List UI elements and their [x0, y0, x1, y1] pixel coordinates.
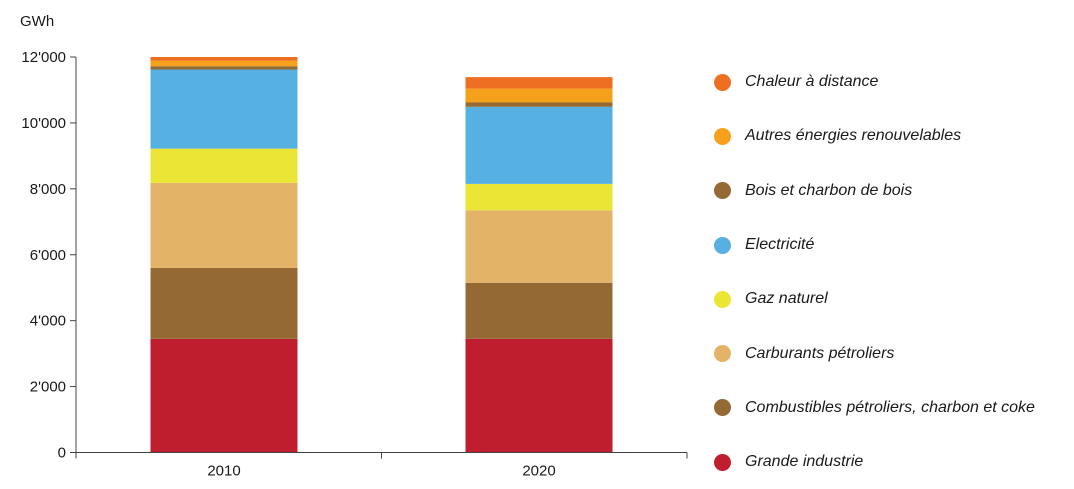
y-tick-label: 10'000 [21, 115, 66, 132]
bar-segment-2010-1 [150, 338, 298, 453]
bar-segment-2020-1 [465, 338, 613, 453]
legend-swatch [714, 73, 731, 91]
legend-label: Combustibles pétroliers, charbon et coke [745, 398, 1035, 416]
stacked-bar-chart: GWh 0 2'000 4'000 6'000 8'000 10'000 12'000 201… [20, 13, 688, 479]
bar-segment-2010-6 [150, 66, 298, 70]
bar-segment-2020-2 [465, 282, 613, 339]
y-tick-label: 12'000 [21, 49, 66, 66]
y-axis-title: GWh [20, 13, 54, 30]
y-tick-label: 0 [58, 445, 66, 462]
legend-swatch [714, 127, 731, 145]
bar-segment-2010-5 [150, 69, 298, 149]
x-tick-label: 2010 [207, 463, 240, 479]
legend-label: Bois et charbon de bois [745, 181, 913, 199]
y-tick-label: 4'000 [30, 313, 66, 330]
legend: Chaleur à distance Autres énergies renouv… [714, 55, 1074, 489]
legend-item: Chaleur à distance [714, 55, 1074, 109]
bar-segment-2010-8 [150, 57, 298, 61]
legend-swatch [714, 453, 731, 471]
legend-item: Bois et charbon de bois [714, 164, 1074, 218]
y-tick-label: 8'000 [30, 181, 66, 198]
bar-segment-2020-6 [465, 102, 613, 107]
legend-swatch [714, 345, 731, 363]
legend-swatch [714, 236, 731, 254]
legend-label: Carburants pétroliers [745, 344, 895, 362]
legend-item: Autres énergies renouvelables [714, 109, 1074, 163]
bar-segment-2020-5 [465, 106, 613, 184]
bar-segment-2020-4 [465, 183, 613, 211]
y-tick-label: 6'000 [30, 247, 66, 264]
legend-label: Autres énergies renouvelables [745, 127, 962, 145]
legend-item: Electricité [714, 218, 1074, 272]
bar-segment-2010-7 [150, 60, 298, 67]
legend-swatch [714, 290, 731, 308]
legend-label: Grande industrie [745, 453, 864, 471]
legend-item: Gaz naturel [714, 272, 1074, 326]
legend-item: Combustibles pétroliers, charbon et coke [714, 381, 1074, 435]
legend-swatch [714, 182, 731, 200]
y-tick-label: 2'000 [30, 379, 66, 396]
bar-segment-2010-4 [150, 148, 298, 183]
legend-item: Carburants pétroliers [714, 326, 1074, 380]
legend-label: Chaleur à distance [745, 73, 879, 91]
bar-segment-2010-2 [150, 267, 298, 339]
bar-segment-2020-3 [465, 210, 613, 283]
bar-segment-2020-7 [465, 88, 613, 103]
bar-segment-2020-8 [465, 77, 613, 89]
legend-label: Electricité [745, 236, 815, 254]
legend-swatch [714, 399, 731, 417]
legend-item: Grande industrie [714, 435, 1074, 489]
legend-label: Gaz naturel [745, 290, 828, 308]
bar-segment-2010-3 [150, 182, 298, 268]
x-tick-label: 2020 [522, 463, 555, 479]
